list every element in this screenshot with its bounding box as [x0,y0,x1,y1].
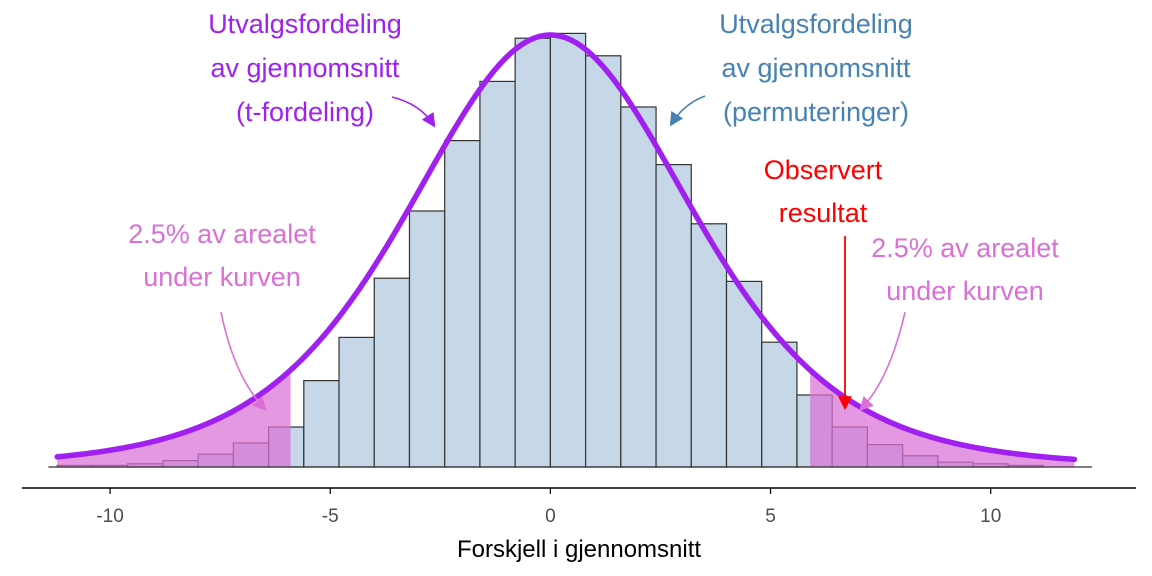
annotation-right-tail-line-1: 2.5% av arealet [871,233,1059,263]
x-tick-label: -10 [96,506,123,527]
annotation-observed-line-1: Observert [764,155,883,185]
annotation-t-line-1: Utvalgsfordeling [208,9,402,39]
histogram-bar [584,55,622,468]
annotation-left-tail: 2.5% av arealet under kurven [128,219,316,412]
x-axis-ticks: -10 -5 0 5 10 [96,488,1001,527]
annotation-right-tail-line-2: under kurven [886,276,1044,306]
histogram-bar [761,341,798,468]
t-distribution-curve [54,32,1078,463]
histogram-bar [479,80,516,468]
histogram-bar [338,336,375,468]
histogram-bar [408,210,446,468]
annotation-left-tail-line-1: 2.5% av arealet [128,219,316,249]
annotation-t-line-3: (t-fordeling) [236,97,374,127]
annotation-observed-line-2: resultat [779,198,868,228]
annotation-right-tail-arrow [859,311,906,412]
histogram-bar [303,380,340,468]
x-tick-label: -5 [322,506,339,527]
annotation-perm-arrow [669,95,706,127]
x-tick-label: 0 [545,506,556,527]
annotation-right-tail: 2.5% av arealet under kurven [859,233,1059,412]
x-tick-label: 5 [765,506,776,527]
x-axis-label: Forskjell i gjennomsnitt [457,536,701,563]
annotation-left-tail-line-2: under kurven [143,262,301,292]
shaded-tails [57,370,1075,467]
left-tail-area [57,370,291,467]
annotation-t-line-2: av gjennomsnitt [210,53,400,83]
histogram-bar [444,140,481,468]
annotation-t-distribution: Utvalgsfordeling av gjennomsnitt (t-ford… [208,9,436,128]
annotation-observed-result: Observert resultat [764,155,883,411]
annotation-perm-line-1: Utvalgsfordeling [719,9,913,39]
annotation-perm-line-2: av gjennomsnitt [721,53,911,83]
histogram-bar [655,164,692,468]
annotation-perm-line-3: (permuteringer) [723,97,909,127]
annotation-permutation-distribution: Utvalgsfordeling av gjennomsnitt (permut… [669,9,913,127]
x-tick-label: 10 [980,506,1001,527]
histogram-bar [620,106,657,468]
histogram-bar [549,32,587,468]
histogram-bar [514,37,551,468]
annotation-t-arrow [391,96,436,128]
annotation-left-tail-arrow [220,311,267,412]
histogram-bar [373,277,411,468]
right-tail-area [810,370,1075,467]
